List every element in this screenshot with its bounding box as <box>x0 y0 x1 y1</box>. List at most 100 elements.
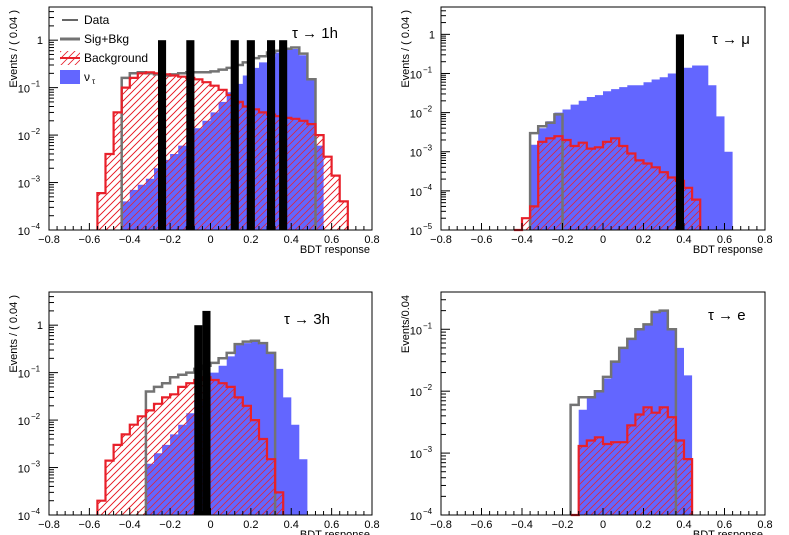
data-bar <box>186 40 195 231</box>
x-tick-label: −0.6 <box>471 234 493 246</box>
y-tick-label: 10 <box>18 226 30 238</box>
legend-swatch-signal <box>60 70 80 84</box>
x-tick-label: 0.8 <box>364 234 379 246</box>
legend-label: Background <box>84 51 148 65</box>
x-tick-label: −0.4 <box>511 519 533 531</box>
x-tick-label: 0.4 <box>284 519 299 531</box>
y-axis-label: Events / ( 0.04 ) <box>8 10 20 88</box>
background-hatch-overlay <box>570 407 693 515</box>
y-tick-label: 10 <box>18 131 30 143</box>
y-tick-exponent: −4 <box>31 222 41 231</box>
x-tick-label: 0.8 <box>757 234 772 246</box>
y-tick-exponent: −4 <box>423 183 433 192</box>
x-tick-label: 0.8 <box>757 519 772 531</box>
background-line <box>96 71 349 230</box>
y-tick-label: 10 <box>18 511 30 523</box>
legend-item-sigbkg: Sig+Bkg <box>60 32 129 46</box>
y-tick-exponent: −4 <box>31 507 41 516</box>
data-bar <box>675 34 684 231</box>
x-tick-label: −0.8 <box>38 519 60 531</box>
y-tick-label: 1 <box>37 35 43 47</box>
y-tick-exponent: −1 <box>31 365 41 374</box>
data-bar <box>279 40 288 231</box>
x-tick-label: 0.2 <box>636 234 651 246</box>
y-tick-exponent: −2 <box>423 383 433 392</box>
y-tick-exponent: −1 <box>423 321 433 330</box>
x-tick-label: −0.8 <box>430 519 452 531</box>
x-axis-label: BDT response <box>693 529 763 535</box>
x-axis-label: BDT response <box>693 244 763 256</box>
x-axis-label: BDT response <box>300 529 370 535</box>
y-tick-label: 10 <box>410 109 422 121</box>
data-bar <box>246 40 255 231</box>
x-tick-label: 0.6 <box>324 234 339 246</box>
y-tick-label: 10 <box>18 84 30 96</box>
y-tick-exponent: −1 <box>423 65 433 74</box>
channel-annotation: τ → μ <box>712 31 750 48</box>
chart-panel-4: −0.8 −0.6 −0.4 −0.2 0 0.2 0.4 0.6 0.810 −410 −310−… <box>400 291 773 535</box>
y-tick-label: 10 <box>410 511 422 523</box>
y-tick-label: 10 <box>410 226 422 238</box>
x-tick-label: 0.4 <box>676 234 691 246</box>
x-tick-label: −0.2 <box>552 234 574 246</box>
x-tick-label: 0 <box>600 234 606 246</box>
x-tick-label: 0.6 <box>717 519 732 531</box>
background-line <box>96 376 285 515</box>
x-axis-label: BDT response <box>300 244 370 256</box>
x-tick-label: −0.4 <box>119 234 141 246</box>
x-tick-label: 0 <box>207 519 213 531</box>
x-tick-label: −0.6 <box>471 519 493 531</box>
y-tick-exponent: −2 <box>423 105 433 114</box>
y-tick-label: 1 <box>429 29 435 41</box>
legend-label: Data <box>84 13 110 27</box>
sigbkg-line <box>569 309 678 515</box>
data-bar <box>194 325 203 515</box>
legend-label-subscript: τ <box>92 77 96 86</box>
y-axis-label: Events / ( 0.04 ) <box>400 10 412 88</box>
x-tick-label: 0 <box>207 234 213 246</box>
y-tick-exponent: −2 <box>31 127 41 136</box>
x-tick-label: −0.6 <box>79 234 101 246</box>
x-tick-label: −0.2 <box>159 519 181 531</box>
legend-label: ν <box>84 70 90 84</box>
y-tick-label: 10 <box>18 369 30 381</box>
legend-item-data: Data <box>62 13 110 27</box>
y-tick-label: 10 <box>410 325 422 337</box>
x-tick-label: 0.8 <box>364 519 379 531</box>
data-bar <box>158 40 167 231</box>
background-hatch-overlay <box>97 377 284 515</box>
y-tick-label: 1 <box>37 320 43 332</box>
x-tick-label: −0.8 <box>430 234 452 246</box>
y-tick-exponent: −4 <box>423 507 433 516</box>
x-tick-label: 0.2 <box>636 519 651 531</box>
background-line <box>513 135 702 232</box>
y-tick-label: 10 <box>410 69 422 81</box>
y-tick-label: 10 <box>18 179 30 191</box>
x-tick-label: 0.2 <box>243 234 258 246</box>
background-hatch-overlay <box>513 136 701 230</box>
y-tick-exponent: −3 <box>31 460 41 469</box>
legend-label: Sig+Bkg <box>84 32 129 46</box>
x-tick-label: −0.2 <box>552 519 574 531</box>
legend-item-bkg: Background <box>60 51 148 65</box>
x-tick-label: −0.6 <box>79 519 101 531</box>
y-tick-exponent: −3 <box>31 175 41 184</box>
x-tick-label: 0 <box>600 519 606 531</box>
chart-panel-2: −0.8 −0.6 −0.4 −0.2 0 0.2 0.4 0.6 0.810 −510 −410−… <box>400 6 773 256</box>
y-tick-label: 10 <box>18 416 30 428</box>
y-tick-label: 10 <box>410 148 422 160</box>
x-tick-label: 0.4 <box>676 519 691 531</box>
y-tick-label: 10 <box>410 187 422 199</box>
data-bar <box>230 40 239 231</box>
channel-annotation: τ → e <box>708 307 746 324</box>
chart-panel-3: −0.8 −0.6 −0.4 −0.2 0 0.2 0.4 0.6 0.810 −410 −310−… <box>8 291 380 535</box>
chart-panel-1: −0.8 −0.6 −0.4 −0.2 0 0.2 0.4 0.6 0.810 −410 −310−… <box>8 6 380 256</box>
sigbkg-line <box>528 113 564 230</box>
x-tick-label: 0.2 <box>243 519 258 531</box>
data-bar <box>202 310 211 515</box>
x-tick-label: −0.2 <box>159 234 181 246</box>
channel-annotation: τ → 3h <box>284 311 330 328</box>
y-axis-label: Events/0.04 <box>400 295 412 353</box>
